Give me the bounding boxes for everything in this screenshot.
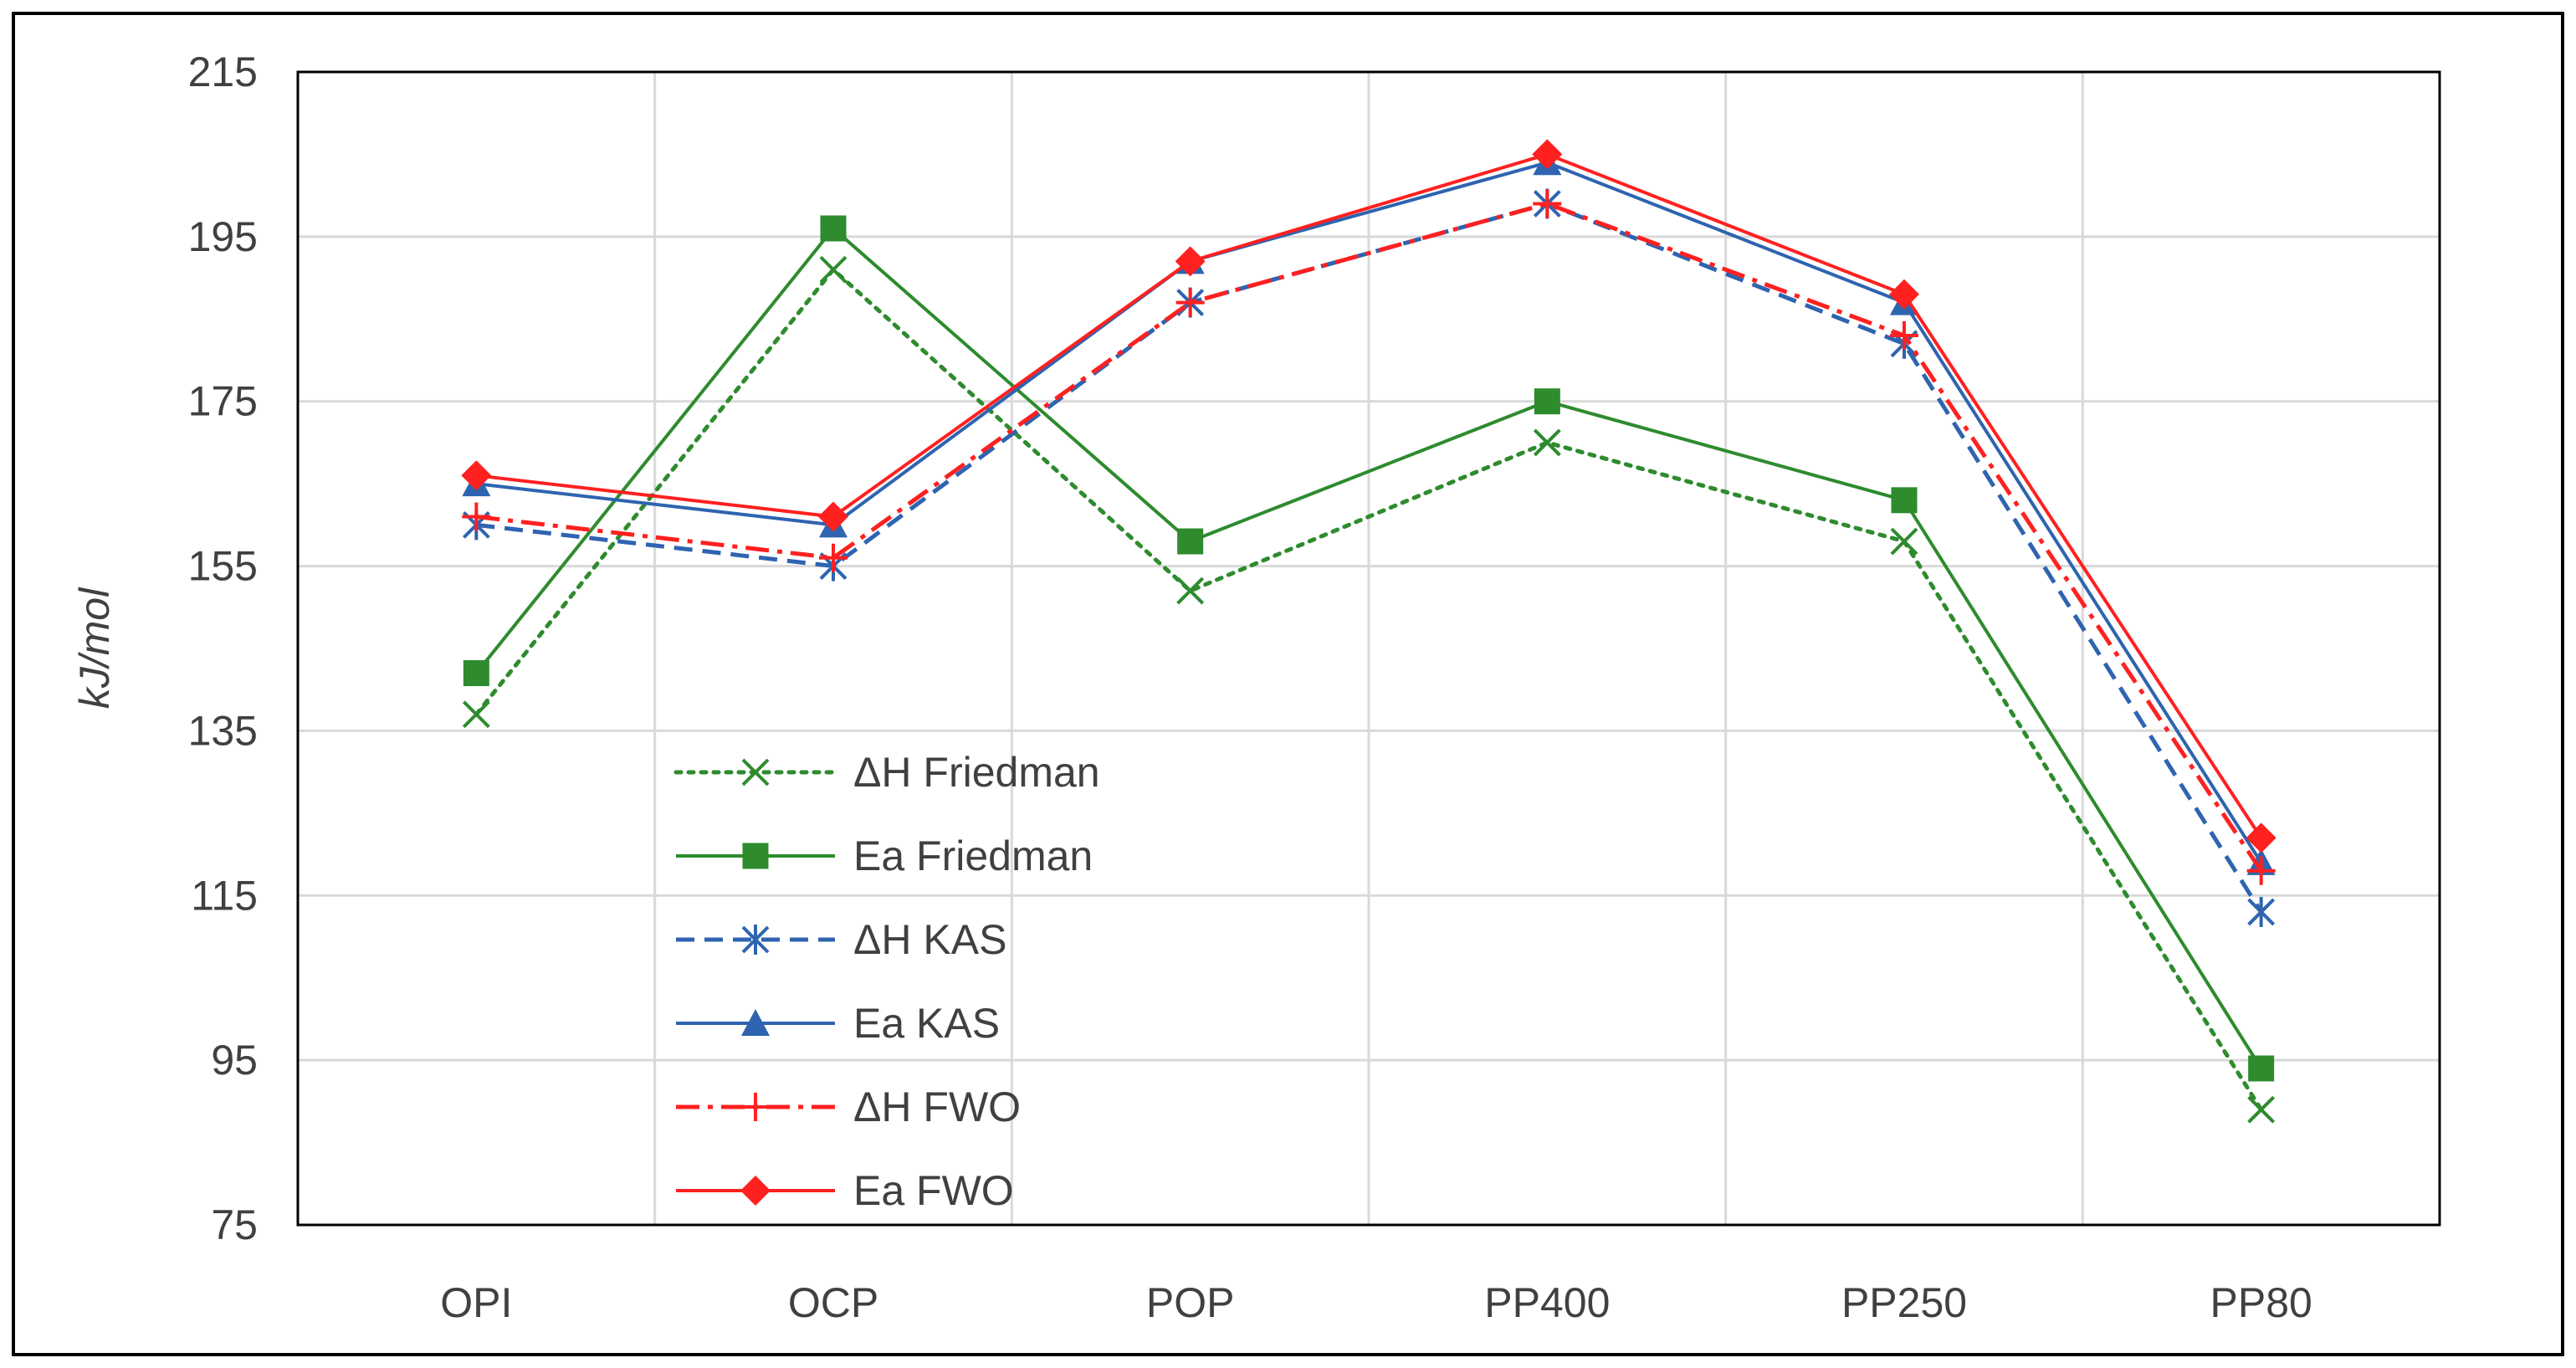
- data-point-square: [820, 215, 847, 242]
- y-tick-label: 195: [188, 213, 258, 260]
- y-tick-label: 175: [188, 378, 258, 425]
- x-tick-label: PP400: [1484, 1279, 1610, 1326]
- x-tick-label: PP80: [2210, 1279, 2312, 1326]
- series-line: [474, 267, 2264, 1112]
- grid-lines: [298, 70, 2440, 1227]
- data-point-square: [463, 660, 489, 687]
- series-5: [461, 139, 2276, 853]
- data-point-x: [2247, 1095, 2276, 1124]
- data-point-diamond: [2246, 822, 2276, 853]
- data-point-x: [462, 700, 490, 729]
- data-point-plus: [1890, 320, 1918, 350]
- y-tick-label: 95: [211, 1037, 258, 1084]
- legend-label: ΔH Friedman: [853, 749, 1100, 796]
- y-axis-title: kJ/mol: [71, 587, 118, 709]
- x-axis-tick-labels: OPI OCP POP PP400 PP250 PP80: [440, 1279, 2312, 1326]
- legend-item: ΔH Friedman: [673, 749, 1100, 796]
- x-tick-label: OPI: [440, 1279, 512, 1326]
- data-point-square: [1177, 528, 1204, 555]
- data-point-asterisk: [741, 925, 770, 955]
- y-tick-label: 155: [188, 543, 258, 590]
- series-line: [476, 161, 2263, 863]
- data-point-asterisk: [2247, 896, 2276, 927]
- data-point-plus: [462, 502, 491, 531]
- chart-frame: 75 95 115 135 155 175 195 215 OPI OCP POP PP400 PP2…: [12, 12, 2564, 1356]
- legend-item: ΔH KAS: [676, 916, 1006, 963]
- data-point-triangle: [741, 1009, 770, 1036]
- legend-label: Ea FWO: [853, 1167, 1014, 1214]
- data-point-square: [1891, 487, 1918, 514]
- y-tick-label: 115: [191, 872, 258, 919]
- data-point-x: [1533, 428, 1561, 457]
- x-tick-label: PP250: [1841, 1279, 1967, 1326]
- y-tick-label: 75: [211, 1201, 258, 1248]
- series-1: [463, 215, 2275, 1082]
- data-point-x: [1176, 576, 1205, 605]
- data-point-x: [741, 758, 770, 786]
- legend-item: Ea FWO: [676, 1167, 1014, 1214]
- data-point-diamond: [818, 501, 848, 532]
- data-point-diamond: [740, 1176, 771, 1206]
- y-axis-tick-labels: 75 95 115 135 155 175 195 215: [188, 49, 258, 1248]
- x-tick-label: POP: [1146, 1279, 1235, 1326]
- data-point-square: [1534, 388, 1560, 415]
- legend-label: Ea KAS: [853, 1000, 1000, 1047]
- data-point-plus: [741, 1093, 770, 1121]
- legend-item: Ea Friedman: [676, 833, 1093, 879]
- legend-label: Ea Friedman: [853, 833, 1093, 879]
- data-point-diamond: [1532, 139, 1563, 170]
- series-lines: [461, 139, 2276, 1124]
- legend-item: Ea KAS: [676, 1000, 1000, 1047]
- data-point-plus: [819, 543, 848, 572]
- y-tick-label: 215: [188, 49, 258, 95]
- data-point-x: [819, 255, 848, 284]
- series-4: [462, 189, 2276, 885]
- series-line: [476, 152, 2263, 839]
- data-point-plus: [1533, 189, 1562, 218]
- data-point-plus: [1175, 288, 1205, 317]
- legend-label: ΔH FWO: [853, 1084, 1021, 1130]
- data-point-plus: [2246, 856, 2276, 885]
- legend: ΔH Friedman Ea Friedman ΔH KAS Ea KAS ΔH FWO…: [673, 749, 1100, 1214]
- series-line: [474, 227, 2263, 1070]
- data-point-square: [742, 843, 769, 869]
- y-tick-label: 135: [188, 707, 258, 754]
- data-point-diamond: [1889, 279, 1919, 310]
- line-chart: 75 95 115 135 155 175 195 215 OPI OCP POP PP400 PP2…: [71, 49, 2441, 1326]
- x-tick-label: OCP: [788, 1279, 878, 1326]
- series-0: [462, 255, 2276, 1124]
- data-point-square: [2248, 1055, 2275, 1082]
- legend-item: ΔH FWO: [676, 1084, 1021, 1130]
- data-point-x: [1890, 527, 1918, 556]
- legend-label: ΔH KAS: [853, 916, 1006, 963]
- series-line: [476, 201, 2263, 873]
- series-line: [476, 201, 2263, 914]
- data-point-diamond: [1175, 246, 1206, 277]
- plot-area-border: [296, 70, 2441, 1227]
- data-point-diamond: [461, 460, 492, 491]
